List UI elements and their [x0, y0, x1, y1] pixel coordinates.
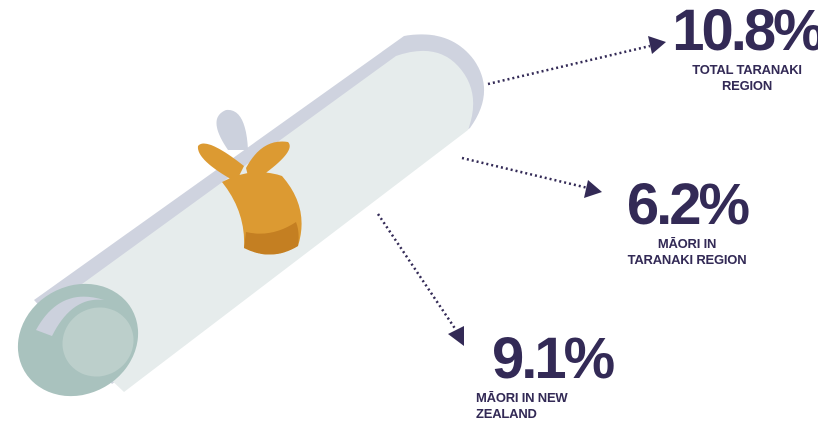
arrow-to-stat-2 [461, 156, 589, 190]
stat-label-line: TOTAL TARANAKI [692, 62, 802, 77]
stat-total-taranaki: 10.8% TOTAL TARANAKI REGION [670, 2, 818, 94]
ribbon-loop-left [197, 143, 244, 182]
stat-label-line: ZEALAND [476, 406, 537, 421]
stat-label-line: MĀORI IN [657, 236, 717, 251]
stat-maori-new-zealand: 9.1% MĀORI IN NEW ZEALAND [476, 330, 626, 422]
stat-label-line: MĀORI IN NEW [476, 390, 568, 405]
ribbon-loop-back [216, 109, 248, 150]
scroll-roll-curl [36, 296, 104, 336]
ribbon-band-shade [244, 222, 299, 255]
stat-value: 9.1% [492, 326, 615, 391]
stat-value: 10.8% [672, 0, 818, 63]
stat-maori-taranaki: 6.2% MĀORI IN TARANAKI REGION [612, 176, 762, 268]
scroll-roll-inner [62, 307, 134, 377]
arrows [376, 36, 666, 346]
stat-label-line: REGION [721, 78, 773, 93]
stat-value: 6.2% [626, 172, 750, 237]
stat-label-line: TARANAKI REGION [627, 252, 747, 267]
arrowhead-stat-1 [648, 36, 666, 54]
arrowhead-stat-2 [584, 180, 602, 198]
arrow-to-stat-3 [376, 213, 458, 331]
arrowhead-stat-3 [448, 326, 464, 346]
arrow-to-stat-1 [487, 44, 651, 86]
